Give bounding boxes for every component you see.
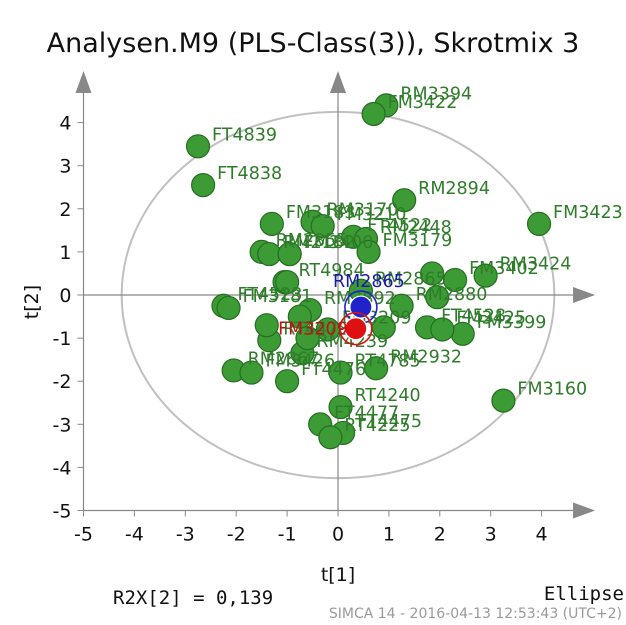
observation-point — [191, 172, 216, 198]
chart-title: Analysen.M9 (PLS-Class(3)), Skrotmix 3 — [47, 28, 580, 59]
point-label: RM2182 — [283, 233, 355, 253]
point-label: RM3170 — [327, 201, 399, 221]
point-label: FT4477 — [334, 403, 399, 423]
observation-point — [473, 263, 498, 288]
observation-point — [328, 394, 353, 420]
point-label: RM3424 — [500, 255, 572, 275]
point-label: FT4838 — [217, 164, 282, 184]
point-label: RM2894 — [418, 179, 490, 199]
observation-point — [259, 211, 284, 236]
point-label: FM3423 — [553, 203, 623, 223]
observation-point — [328, 360, 353, 385]
y-frame-arrow — [75, 71, 92, 94]
point-label: FM3426 — [265, 352, 335, 372]
y-axis-arrow — [330, 71, 346, 94]
observation-point — [392, 188, 417, 213]
point-label: FT4523 — [237, 285, 302, 305]
y-tick-label: -4 — [53, 457, 72, 479]
point-label: RM2448 — [380, 218, 452, 238]
point-label: FT4528 — [441, 306, 506, 326]
point-label: RM2932 — [390, 347, 462, 367]
point-label: FM3181 — [243, 287, 313, 307]
point-label: FT4522 — [367, 216, 432, 236]
point-label: RT4225 — [344, 416, 410, 436]
point-label: RM3394 — [400, 84, 472, 104]
x-tick-label: -3 — [176, 524, 195, 546]
point-label: RM2865 — [375, 270, 447, 290]
y-tick-label: 1 — [59, 242, 71, 264]
observation-point — [239, 360, 264, 385]
observation-point — [254, 313, 279, 338]
x-tick-label: 1 — [383, 524, 395, 546]
y-tick-label: 2 — [59, 199, 71, 221]
x-tick-label: -4 — [125, 524, 144, 546]
point-label: RT4984 — [299, 261, 365, 281]
ellipse-label: Ellipse — [544, 583, 624, 605]
point-label: RT4240 — [355, 386, 421, 406]
highlighted-point-label: RM2865 — [333, 272, 405, 292]
y-tick-label: -5 — [53, 501, 72, 523]
observation-point — [310, 213, 335, 239]
x-tick-label: -5 — [74, 524, 93, 546]
x-frame-arrow — [573, 502, 596, 519]
x-tick-label: -2 — [227, 524, 246, 546]
point-label: FT4475 — [357, 412, 422, 432]
highlighted-point — [349, 295, 373, 319]
observation-point — [425, 285, 450, 310]
point-label: FM3400 — [304, 233, 374, 253]
point-label: RM2867 — [248, 349, 320, 369]
x-tick-label: 0 — [332, 524, 344, 546]
observation-point — [356, 239, 381, 264]
observation-point — [287, 304, 312, 329]
highlight-ring — [339, 311, 373, 346]
point-label: FM3399 — [477, 313, 547, 333]
observation-point — [275, 369, 300, 394]
observation-point — [275, 269, 300, 295]
point-label: FM3402 — [469, 259, 539, 279]
observation-point — [318, 425, 343, 450]
y-tick-label: -1 — [53, 328, 72, 350]
observation-point — [216, 295, 241, 321]
observation-point — [364, 356, 389, 381]
observation-point — [361, 101, 386, 127]
x-tick-label: -1 — [278, 524, 297, 546]
observation-point — [491, 388, 516, 413]
observation-point — [277, 241, 302, 267]
point-label: FM3183 — [286, 203, 356, 223]
r2x-readout: R2X[2] = 0,139 — [113, 587, 273, 609]
point-label: RT4785 — [355, 352, 421, 372]
x-tick-label: 4 — [536, 524, 548, 546]
x-axis-arrow — [573, 287, 596, 303]
observation-point — [185, 134, 211, 159]
y-axis-label: t[2] — [21, 285, 43, 319]
point-label: FM3210 — [337, 205, 407, 225]
highlighted-point — [344, 317, 368, 341]
point-label: FT4476 — [301, 360, 366, 380]
observation-point — [442, 267, 468, 293]
observation-point — [389, 293, 414, 318]
y-tick-label: 3 — [59, 156, 71, 178]
point-label: RM2880 — [416, 285, 488, 305]
point-label: FM3160 — [517, 380, 587, 400]
observation-point — [526, 211, 552, 236]
software-stamp: SIMCA 14 - 2016-04-13 12:53:43 (UTC+2) — [329, 606, 622, 622]
x-tick-label: 2 — [434, 524, 446, 546]
point-label: RM2855 — [276, 231, 348, 251]
point-label: FM3425 — [456, 308, 526, 328]
point-label: FT4839 — [212, 125, 277, 145]
highlighted-point-label: FM3209 — [278, 320, 348, 340]
point-label: RT4478 — [283, 319, 349, 339]
observation-point — [295, 326, 320, 351]
y-tick-label: -2 — [53, 371, 72, 393]
y-tick-label: 0 — [59, 285, 71, 307]
observation-point — [430, 317, 455, 342]
y-tick-label: 4 — [59, 113, 71, 135]
y-tick-label: -3 — [53, 414, 72, 436]
point-label: FM3179 — [383, 231, 453, 251]
x-tick-label: 3 — [485, 524, 497, 546]
point-label: FM3422 — [388, 93, 458, 113]
observation-point — [420, 261, 445, 286]
x-axis-label: t[1] — [321, 564, 355, 586]
